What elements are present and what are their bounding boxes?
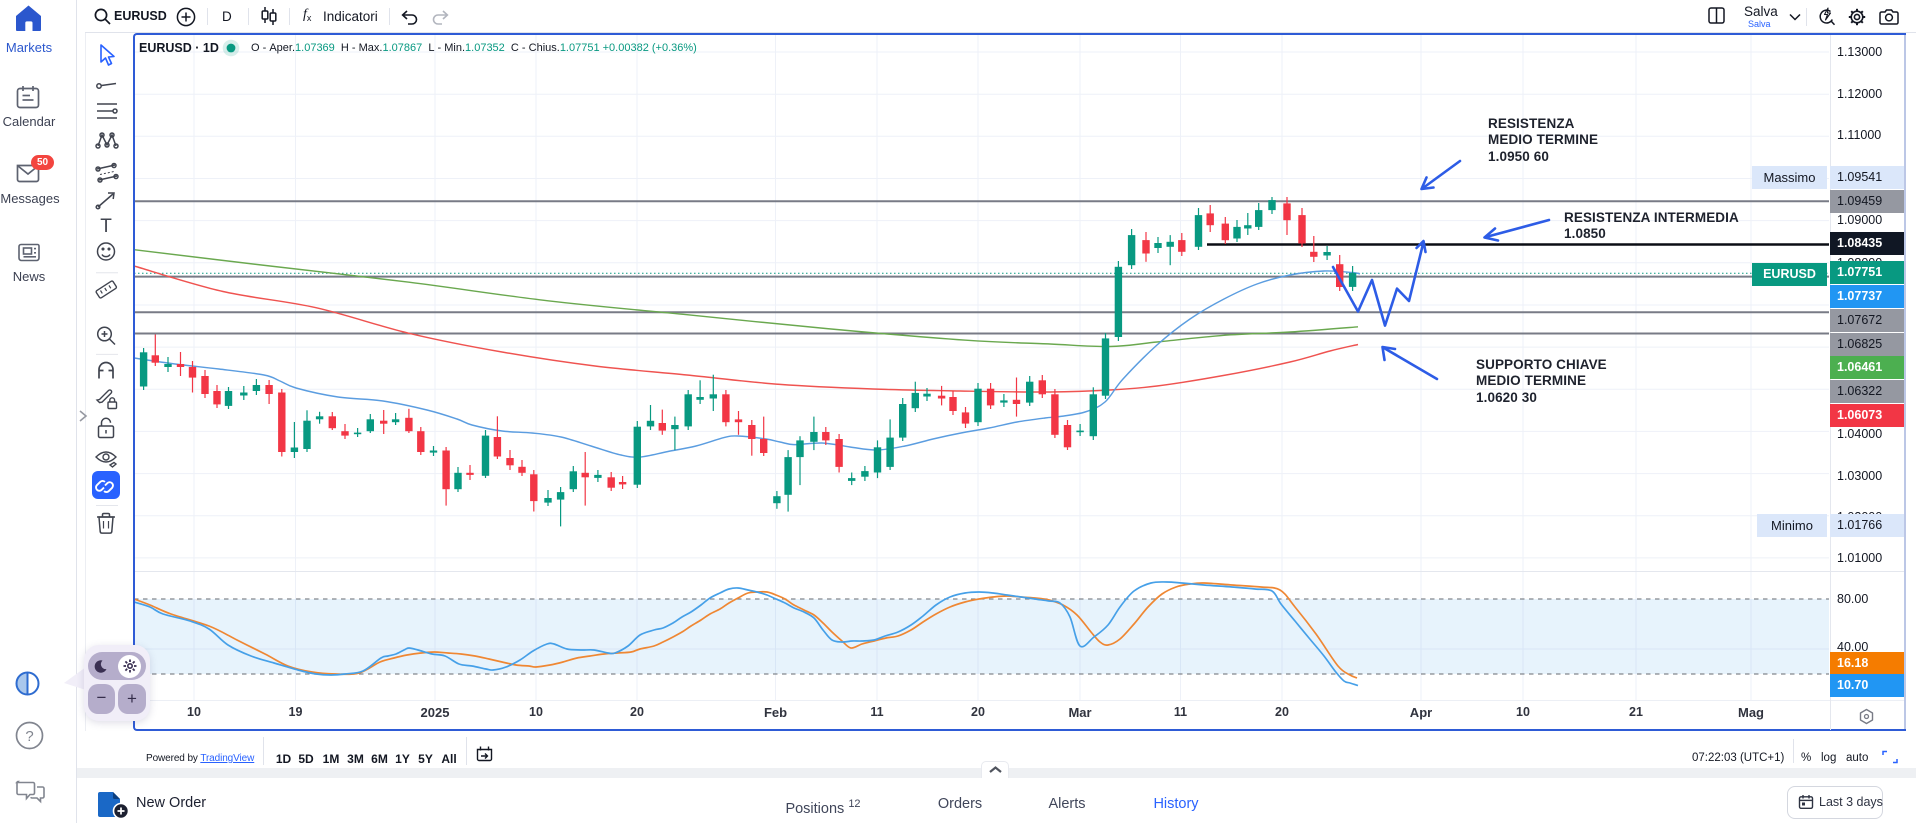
svg-text:T: T (100, 216, 112, 237)
svg-text:?: ? (25, 728, 33, 745)
